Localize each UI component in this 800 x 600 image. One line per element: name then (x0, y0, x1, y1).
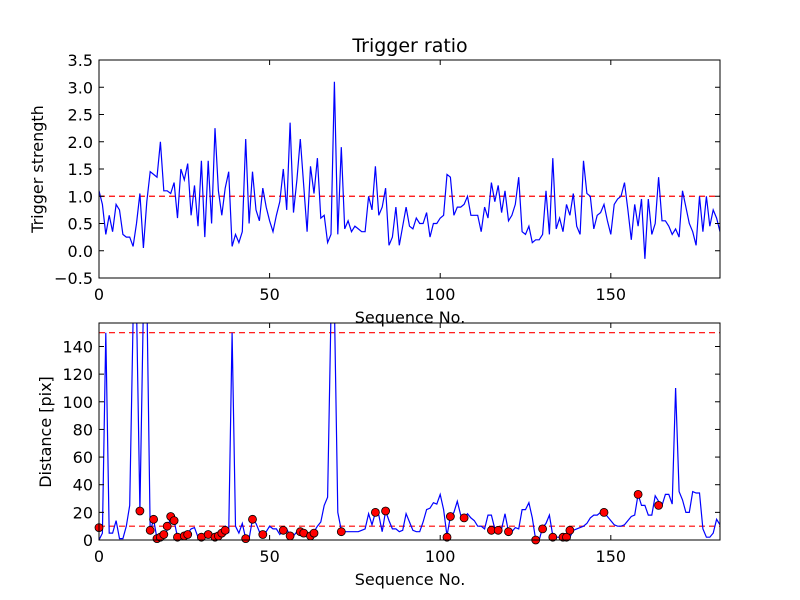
chart-trigger-ratio: Trigger ratio 0 50 100 150 −0.5 0.0 0.5 1.0 1.5 2… (28, 35, 721, 327)
y-tick-label: 80 (73, 420, 93, 439)
y-tick-label: 0 (83, 531, 93, 550)
y-tick-label: 2.0 (68, 133, 93, 152)
data-point-marker (565, 525, 575, 535)
x-axis-label: Sequence No. (355, 308, 466, 327)
x-tick-label: 150 (596, 547, 627, 566)
data-point-marker (285, 531, 295, 541)
x-tick-label: 100 (425, 547, 456, 566)
data-point-marker (241, 534, 251, 543)
x-tick-label: 0 (94, 547, 104, 566)
data-point-marker (135, 506, 145, 516)
data-point-marker (145, 525, 155, 535)
y-axis-label: Distance [pix] (36, 376, 55, 488)
data-point-marker (538, 524, 547, 534)
data-point-marker (381, 506, 391, 516)
plot-area-frame (98, 322, 721, 541)
y-tick-label: −0.5 (54, 269, 93, 288)
data-point-marker (248, 514, 257, 524)
y-tick-label: 1.0 (68, 187, 93, 206)
data-point-marker (459, 513, 469, 523)
y-tick-label: 0.0 (68, 242, 93, 261)
data-point-marker (183, 530, 193, 539)
y-tick-label: 3.0 (68, 78, 93, 97)
y-tick-label: 100 (62, 393, 93, 412)
y-tick-label: 2.5 (68, 106, 93, 125)
y-tick-label: 60 (73, 448, 93, 467)
y-tick-label: 20 (73, 503, 93, 522)
data-point-marker (258, 530, 268, 539)
data-point-marker (633, 489, 643, 499)
x-tick-label: 50 (259, 285, 279, 304)
y-tick-label: 1.5 (68, 160, 93, 179)
data-point-marker (504, 527, 513, 537)
data-point-marker (562, 532, 571, 542)
data-point-marker (309, 528, 319, 538)
data-point-marker (220, 525, 230, 535)
data-point-marker (159, 530, 169, 539)
data-point-marker (548, 532, 558, 542)
y-tick-label: 0.5 (68, 215, 93, 234)
data-point-marker (370, 508, 380, 517)
data-point-marker (169, 516, 179, 525)
x-tick-label: 50 (259, 547, 279, 566)
data-point-marker (493, 525, 503, 535)
x-axis-label: Sequence No. (355, 570, 466, 589)
x-tick-label: 150 (596, 285, 627, 304)
data-point-marker (442, 532, 452, 542)
trigger-strength-series-line (99, 81, 720, 259)
x-tick-label: 100 (425, 285, 456, 304)
chart-distance: 0 50 100 150 0 20 40 60 80 100 120 140 Sequence No.… (36, 322, 721, 589)
y-tick-label: 40 (73, 476, 93, 495)
data-point-marker (599, 508, 609, 517)
x-tick-label: 0 (94, 285, 104, 304)
y-tick-label: 140 (62, 337, 93, 356)
y-tick-label: 120 (62, 365, 93, 384)
y-axis-label: Trigger strength (28, 105, 47, 234)
data-point-marker (445, 512, 455, 521)
data-point-marker (278, 525, 288, 535)
data-point-marker (162, 521, 172, 531)
y-tick-label: 3.5 (68, 51, 93, 70)
chart-title: Trigger ratio (351, 35, 467, 57)
data-point-marker (149, 514, 159, 524)
data-point-marker (336, 527, 346, 537)
data-point-marker (654, 500, 663, 510)
